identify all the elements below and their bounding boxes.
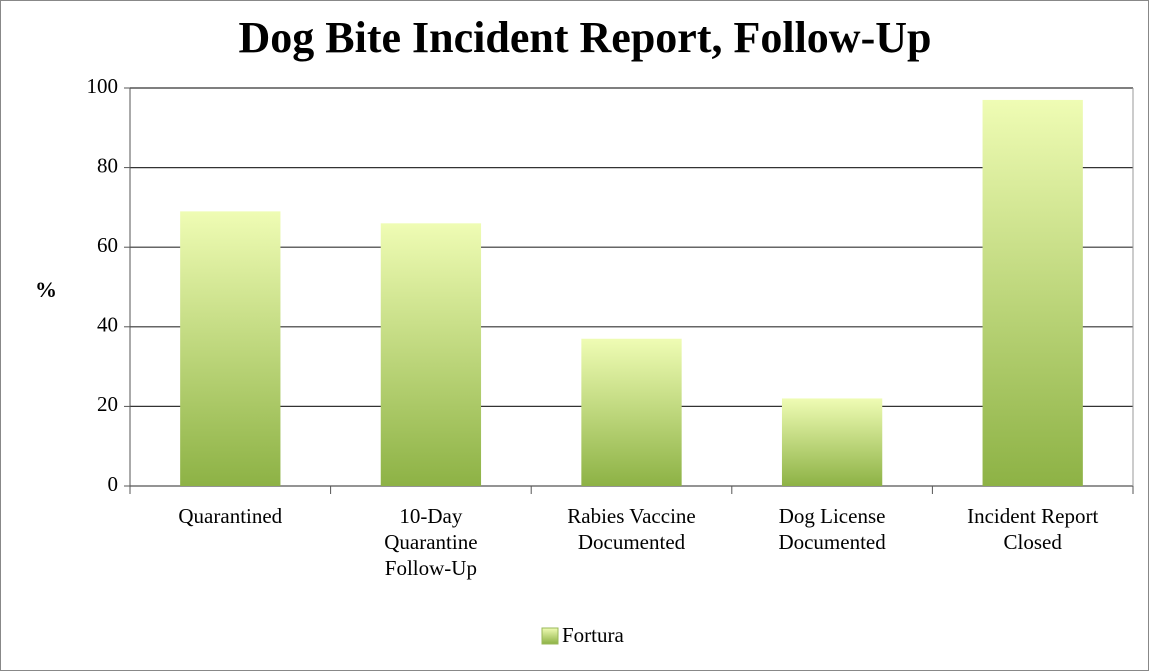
x-tick-label: Quarantined (178, 504, 283, 528)
y-axis-label: % (35, 277, 57, 302)
y-tick-label: 60 (97, 233, 118, 257)
chart-title: Dog Bite Incident Report, Follow-Up (239, 13, 932, 62)
legend-label: Fortura (562, 623, 625, 647)
bar (380, 223, 482, 486)
y-tick-label: 80 (97, 153, 118, 177)
y-tick-label: 0 (108, 472, 119, 496)
y-tick-label: 40 (97, 313, 118, 337)
x-tick-label: Dog License Documented (778, 504, 886, 554)
y-tick-label: 20 (97, 392, 118, 416)
x-tick-label: Rabies Vaccine Documented (567, 504, 696, 554)
bar (982, 99, 1083, 486)
bar (180, 211, 281, 486)
x-tick-label: 10-Day Quarantine Follow-Up (384, 504, 478, 580)
bar (781, 398, 883, 486)
x-tick-label: Incident Report Closed (967, 504, 1099, 554)
y-tick-label: 100 (87, 74, 119, 98)
bar (581, 338, 682, 486)
legend-swatch (541, 627, 559, 645)
